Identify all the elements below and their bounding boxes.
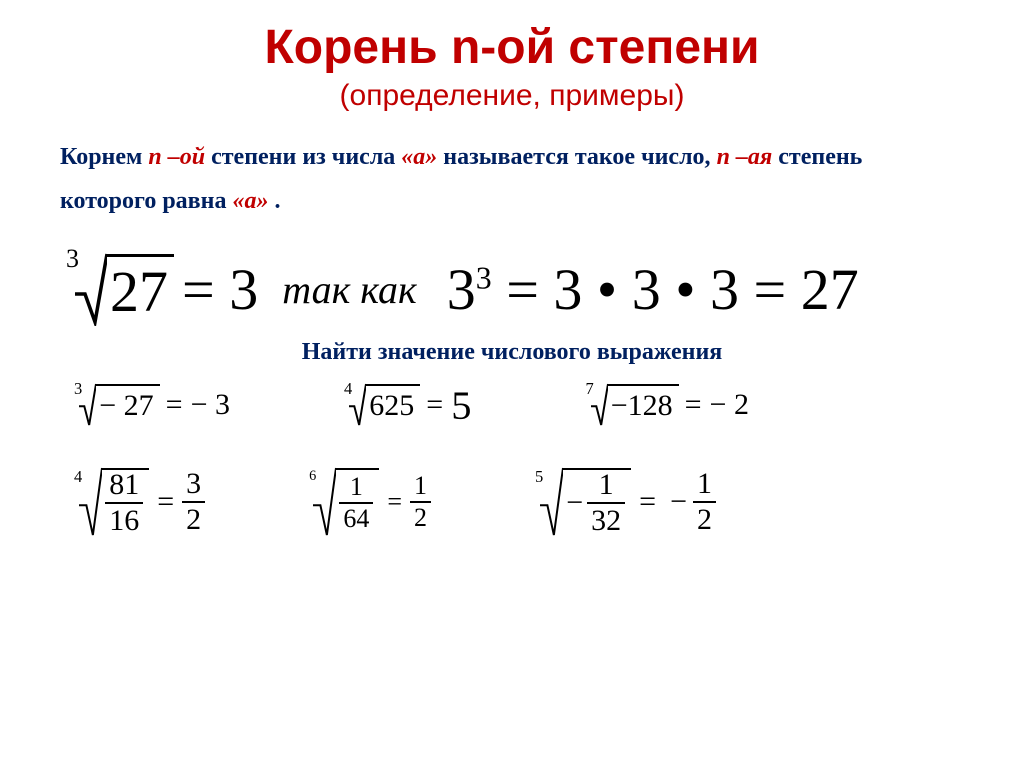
radical-icon xyxy=(312,467,336,537)
example-item: 4 81 16 = 3 2 xyxy=(70,467,205,537)
root-expr: 4 81 16 xyxy=(70,467,149,537)
fraction: 1 64 xyxy=(339,474,373,532)
eq-result: = 3 xyxy=(182,256,258,323)
example-result: 3 2 xyxy=(182,469,205,535)
root-expr: 7 −128 xyxy=(581,383,678,427)
examples-row-1: 3 − 27 = − 3 4 625 = 5 7 −128 = − 2 xyxy=(70,382,984,429)
equals: = xyxy=(639,485,656,519)
radicand: − 27 xyxy=(96,384,159,426)
frac-num: 1 xyxy=(595,470,618,502)
radicand: − 1 32 xyxy=(563,468,631,536)
fraction: 1 2 xyxy=(410,473,431,531)
rhs-exp: 3 xyxy=(476,260,492,295)
fraction: 3 2 xyxy=(182,469,205,535)
def-n1: n –ой xyxy=(148,144,205,170)
example-item: 3 − 27 = − 3 xyxy=(70,382,230,429)
fraction: 1 2 xyxy=(693,469,716,535)
page-subtitle: (определение, примеры) xyxy=(0,79,1024,113)
example-result: − 3 xyxy=(191,388,230,422)
example-item: 6 1 64 = 1 2 xyxy=(305,467,431,537)
radical-icon xyxy=(539,467,563,537)
rhs-expand: = 3 • 3 • 3 = 27 xyxy=(506,257,859,322)
examples-row-2: 4 81 16 = 3 2 6 1 64 = 1 2 5 xyxy=(70,467,984,537)
frac-num: 1 xyxy=(693,469,716,501)
root-expr: 5 − 1 32 xyxy=(531,467,631,537)
example-item: 5 − 1 32 = − 1 2 xyxy=(531,467,716,537)
root-expr: 6 1 64 xyxy=(305,467,379,537)
def-a2: «а» xyxy=(232,188,268,214)
definition-block: Корнем n –ой степени из числа «а» называ… xyxy=(60,135,964,224)
fraction: 1 32 xyxy=(587,470,625,536)
radicand: 27 xyxy=(107,254,174,327)
def-n2: n –ая xyxy=(717,144,773,170)
equals: = xyxy=(426,388,443,422)
radical-icon xyxy=(73,252,107,326)
equals: = xyxy=(685,388,702,422)
frac-den: 2 xyxy=(182,501,205,535)
example-result: − 2 xyxy=(710,388,749,422)
radical-icon xyxy=(78,383,96,427)
equals: = xyxy=(166,388,183,422)
frac-num: 1 xyxy=(410,473,431,501)
eq-link-text: так как xyxy=(282,266,417,313)
radical-icon xyxy=(348,383,366,427)
main-equation: 3 27 = 3 так как 33 = 3 • 3 • 3 = 27 xyxy=(60,252,1024,327)
equals: = xyxy=(157,485,174,519)
def-a1: «а» xyxy=(401,144,437,170)
radicand: 1 64 xyxy=(336,468,379,536)
equals: = xyxy=(387,487,402,517)
fraction: 81 16 xyxy=(105,470,143,536)
frac-num: 3 xyxy=(182,469,205,501)
cube-root-27: 3 27 xyxy=(60,252,174,327)
def-mid2: называется такое число, xyxy=(443,144,716,170)
root-expr: 3 − 27 xyxy=(70,383,160,427)
frac-den: 2 xyxy=(410,501,431,531)
frac-den: 32 xyxy=(587,502,625,536)
example-result: − 1 2 xyxy=(664,469,716,535)
example-result: 1 2 xyxy=(410,473,431,531)
frac-den: 16 xyxy=(105,502,143,536)
frac-num: 81 xyxy=(105,470,143,502)
radicand: −128 xyxy=(608,384,679,426)
examples-block: 3 − 27 = − 3 4 625 = 5 7 −128 = − 2 xyxy=(70,382,984,537)
radical-icon xyxy=(590,383,608,427)
frac-num: 1 xyxy=(346,474,367,502)
rhs: 33 = 3 • 3 • 3 = 27 xyxy=(447,256,859,323)
example-item: 7 −128 = − 2 xyxy=(581,382,749,429)
def-prefix: Корнем xyxy=(60,144,148,170)
example-result: 5 xyxy=(451,382,471,429)
frac-den: 2 xyxy=(693,501,716,535)
page-title: Корень n-ой степени xyxy=(0,20,1024,75)
rhs-base: 3 xyxy=(447,257,476,322)
subheading: Найти значение числового выражения xyxy=(0,339,1024,366)
example-item: 4 625 = 5 xyxy=(340,382,471,429)
radicand: 81 16 xyxy=(102,468,149,536)
radicand: 625 xyxy=(366,384,420,426)
radical-icon xyxy=(78,467,102,537)
frac-den: 64 xyxy=(339,502,373,532)
root-expr: 4 625 xyxy=(340,383,420,427)
def-mid1: степени из числа xyxy=(211,144,401,170)
def-tail: . xyxy=(274,188,280,214)
